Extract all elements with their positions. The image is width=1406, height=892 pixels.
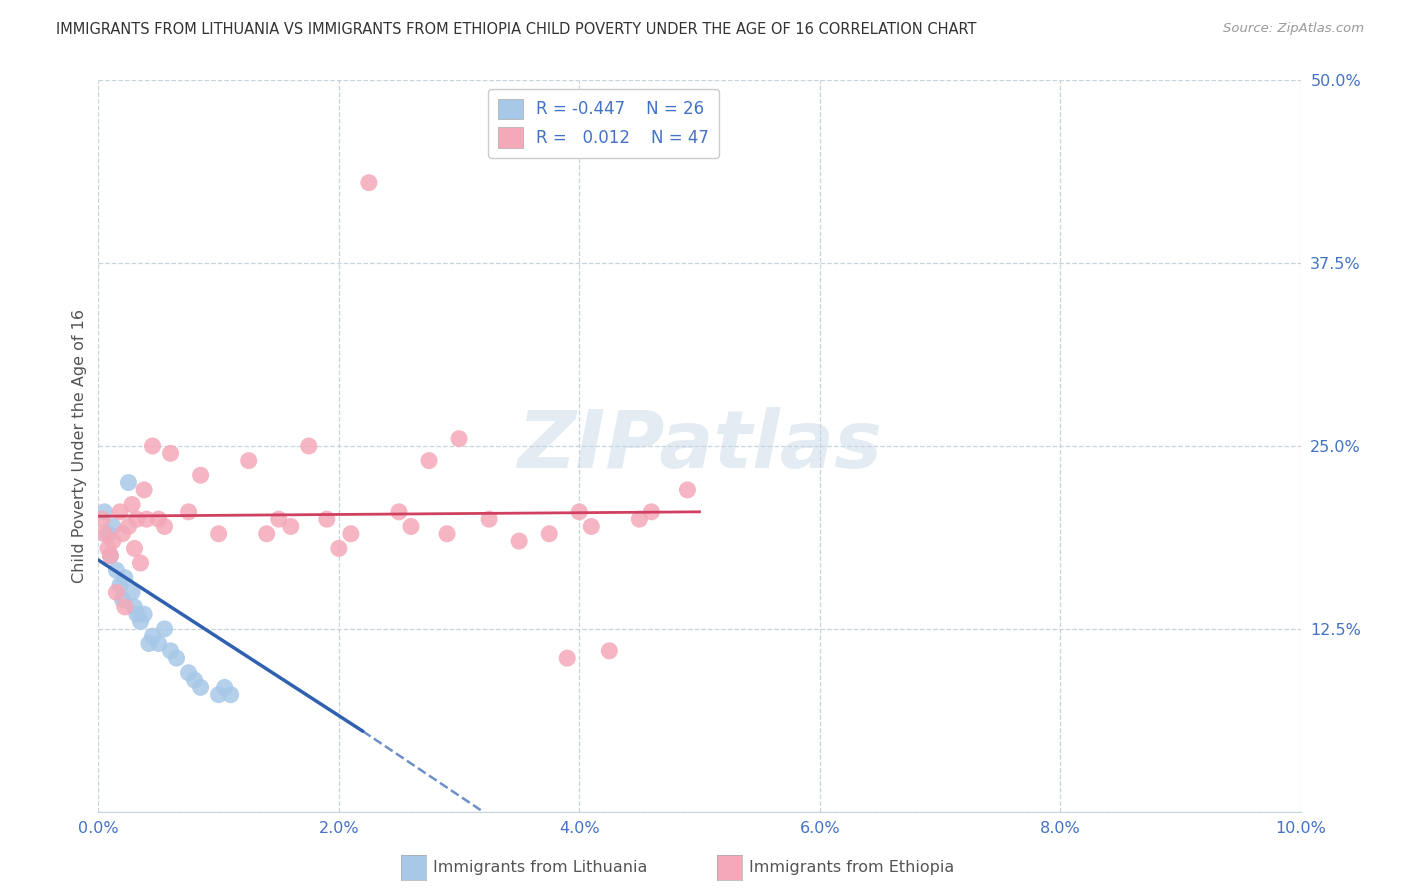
Point — [105, 563, 128, 577]
Point — [114, 599, 136, 614]
Point — [219, 688, 242, 702]
Point — [418, 453, 440, 467]
Point — [190, 681, 212, 695]
Point — [598, 644, 620, 658]
Point — [132, 483, 155, 497]
Point — [153, 519, 176, 533]
Point — [114, 571, 136, 585]
Point — [108, 505, 131, 519]
Point — [256, 526, 278, 541]
Point — [183, 673, 205, 687]
Point — [208, 688, 231, 702]
Point — [129, 615, 152, 629]
Point — [91, 512, 114, 526]
Point — [628, 512, 651, 526]
Point — [177, 505, 200, 519]
Point — [399, 519, 422, 533]
Point — [125, 607, 148, 622]
Point — [148, 512, 170, 526]
Point — [159, 446, 181, 460]
Point — [111, 526, 134, 541]
Point — [101, 519, 124, 533]
Point — [177, 665, 200, 680]
Point — [581, 519, 603, 533]
Point — [135, 512, 157, 526]
Text: Immigrants from Ethiopia: Immigrants from Ethiopia — [749, 861, 955, 875]
Point — [121, 498, 143, 512]
Text: ZIPatlas: ZIPatlas — [517, 407, 882, 485]
Point — [100, 549, 122, 563]
Point — [108, 578, 131, 592]
Point — [214, 681, 236, 695]
Point — [190, 468, 212, 483]
Point — [267, 512, 290, 526]
Point — [328, 541, 350, 556]
Point — [315, 512, 337, 526]
Point — [436, 526, 458, 541]
Point — [153, 622, 176, 636]
Point — [100, 549, 122, 563]
Point — [141, 629, 163, 643]
Point — [280, 519, 302, 533]
Point — [538, 526, 561, 541]
Legend: R = -0.447    N = 26, R =   0.012    N = 47: R = -0.447 N = 26, R = 0.012 N = 47 — [488, 88, 718, 158]
Point — [117, 475, 139, 490]
Point — [141, 439, 163, 453]
Point — [93, 505, 115, 519]
Point — [124, 541, 146, 556]
Point — [117, 519, 139, 533]
Point — [208, 526, 231, 541]
Point — [388, 505, 411, 519]
Point — [138, 636, 160, 650]
Point — [640, 505, 662, 519]
Point — [238, 453, 260, 467]
Point — [97, 526, 120, 541]
Point — [298, 439, 321, 453]
Text: Source: ZipAtlas.com: Source: ZipAtlas.com — [1223, 22, 1364, 36]
Point — [129, 556, 152, 570]
Point — [111, 592, 134, 607]
Point — [555, 651, 578, 665]
Point — [340, 526, 363, 541]
Text: Immigrants from Lithuania: Immigrants from Lithuania — [433, 861, 647, 875]
Point — [125, 512, 148, 526]
Point — [101, 534, 124, 549]
Point — [508, 534, 530, 549]
Point — [93, 526, 115, 541]
Point — [676, 483, 699, 497]
Point — [121, 585, 143, 599]
Point — [132, 607, 155, 622]
Point — [148, 636, 170, 650]
Point — [159, 644, 181, 658]
Point — [568, 505, 591, 519]
Point — [447, 432, 470, 446]
Y-axis label: Child Poverty Under the Age of 16: Child Poverty Under the Age of 16 — [72, 309, 87, 583]
Point — [105, 585, 128, 599]
Text: IMMIGRANTS FROM LITHUANIA VS IMMIGRANTS FROM ETHIOPIA CHILD POVERTY UNDER THE AG: IMMIGRANTS FROM LITHUANIA VS IMMIGRANTS … — [56, 22, 977, 37]
Point — [478, 512, 501, 526]
Point — [124, 599, 146, 614]
Point — [166, 651, 188, 665]
Point — [97, 541, 120, 556]
Point — [357, 176, 380, 190]
